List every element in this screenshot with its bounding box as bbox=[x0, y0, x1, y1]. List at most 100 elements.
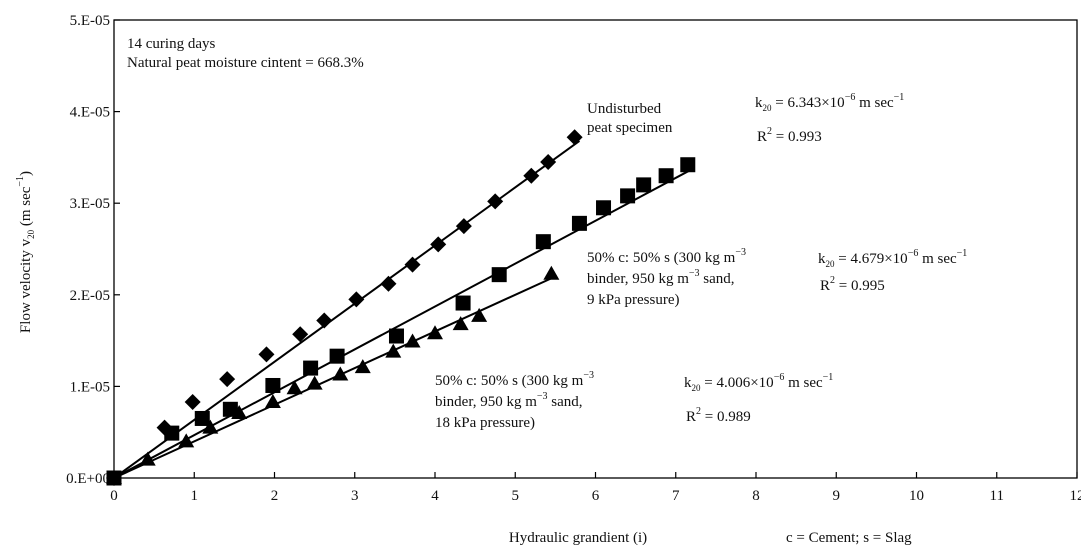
x-tick-label: 3 bbox=[351, 488, 359, 504]
data-point-series-2-square bbox=[265, 377, 281, 393]
data-point-series-3-triangle bbox=[354, 359, 371, 374]
fit-line-series-1 bbox=[113, 140, 581, 479]
data-point-series-1-diamond bbox=[404, 256, 421, 273]
data-point-series-3-triangle bbox=[427, 325, 443, 340]
y-tick-label: 0.E+00 bbox=[66, 471, 110, 487]
data-points bbox=[106, 129, 696, 486]
x-axis: 0 1 2 3 4 5 6 7 8 9 10 11 12 bbox=[110, 472, 1081, 504]
data-point-series-2-square bbox=[455, 295, 471, 311]
data-point-series-3-triangle bbox=[264, 393, 281, 408]
y-axis-title: Flow velocity v20 (m sec−1) bbox=[15, 171, 36, 333]
x-tick-label: 5 bbox=[512, 488, 520, 504]
data-point-series-1-diamond bbox=[292, 326, 309, 343]
data-point-series-3-triangle bbox=[286, 380, 303, 395]
data-point-series-2-square bbox=[329, 348, 345, 364]
data-point-series-2-square bbox=[596, 200, 612, 216]
series-2-r2: R2 = 0.995 bbox=[820, 275, 885, 294]
y-axis-title-close: ) bbox=[18, 171, 34, 176]
data-point-series-3-triangle bbox=[332, 366, 349, 381]
x-tick-label: 0 bbox=[110, 488, 118, 504]
y-axis-title-unit: (m sec bbox=[18, 186, 34, 230]
y-tick-label: 5.E-05 bbox=[70, 13, 110, 29]
x-tick-label: 11 bbox=[990, 488, 1004, 504]
series-1-k-value: k20 = 6.343×10−6 m sec−1 bbox=[755, 92, 904, 113]
y-tick-label: 1.E-05 bbox=[70, 379, 110, 395]
series-3-label-line-1: 50% c: 50% s (300 kg m−3 bbox=[435, 370, 594, 389]
series-3-r2: R2 = 0.989 bbox=[686, 406, 751, 425]
series-2-label-line-3: 9 kPa pressure) bbox=[587, 292, 679, 308]
series-1-label-line-2: peat specimen bbox=[587, 120, 673, 136]
x-axis-title: Hydraulic grandient (i) bbox=[509, 530, 647, 546]
y-tick-label: 2.E-05 bbox=[70, 288, 110, 304]
data-point-series-2-square bbox=[222, 401, 238, 417]
data-point-series-2-square bbox=[636, 177, 652, 193]
data-point-series-1-diamond bbox=[184, 393, 201, 410]
series-3-label-line-2: binder, 950 kg m−3 sand, bbox=[435, 391, 583, 410]
data-point-series-3-triangle bbox=[471, 307, 488, 322]
y-axis: 0.E+00 1.E-05 2.E-05 3.E-05 4.E-05 5.E-05 bbox=[66, 13, 120, 487]
data-point-series-2-square bbox=[303, 360, 319, 376]
x-tick-label: 8 bbox=[752, 488, 760, 504]
data-point-series-1-diamond bbox=[348, 291, 365, 308]
fit-line-series-2 bbox=[113, 168, 693, 479]
footnote: c = Cement; s = Slag bbox=[786, 530, 912, 546]
data-point-series-3-triangle bbox=[385, 343, 402, 358]
y-axis-title-unit-sup: −1 bbox=[15, 176, 26, 187]
series-2-k-value: k20 = 4.679×10−6 m sec−1 bbox=[818, 248, 967, 269]
x-tick-label: 9 bbox=[833, 488, 841, 504]
header-curing-days: 14 curing days bbox=[127, 36, 215, 52]
data-point-series-1-diamond bbox=[566, 129, 583, 146]
series-2-label-line-2: binder, 950 kg m−3 sand, bbox=[587, 268, 735, 287]
series-9kpa-annotations: 50% c: 50% s (300 kg m−3 binder, 950 kg … bbox=[587, 247, 967, 308]
fit-lines bbox=[113, 140, 693, 479]
series-2-label-line-1: 50% c: 50% s (300 kg m−3 bbox=[587, 247, 746, 266]
series-1-r2: R2 = 0.993 bbox=[757, 126, 822, 145]
x-tick-label: 4 bbox=[431, 488, 439, 504]
data-point-series-1-diamond bbox=[455, 218, 472, 235]
data-point-series-3-triangle bbox=[543, 265, 560, 280]
data-point-series-1-diamond bbox=[219, 371, 236, 388]
data-point-series-1-diamond bbox=[540, 153, 557, 170]
series-18kpa-annotations: 50% c: 50% s (300 kg m−3 binder, 950 kg … bbox=[435, 370, 833, 431]
data-point-series-3-triangle bbox=[106, 470, 122, 484]
data-point-series-2-square bbox=[164, 425, 180, 441]
y-tick-label: 3.E-05 bbox=[70, 196, 110, 212]
series-3-k-value: k20 = 4.006×10−6 m sec−1 bbox=[684, 372, 833, 393]
data-point-series-2-square bbox=[680, 157, 696, 173]
y-axis-title-sub: 20 bbox=[26, 229, 36, 239]
data-point-series-3-triangle bbox=[231, 404, 248, 419]
data-point-series-1-diamond bbox=[523, 167, 540, 184]
x-tick-label: 1 bbox=[191, 488, 199, 504]
x-tick-label: 2 bbox=[271, 488, 279, 504]
x-tick-label: 7 bbox=[672, 488, 680, 504]
data-point-series-1-diamond bbox=[430, 236, 447, 253]
data-point-series-2-square bbox=[658, 168, 674, 184]
data-point-series-1-diamond bbox=[258, 346, 275, 363]
y-axis-title-main: Flow velocity v bbox=[18, 238, 34, 333]
y-tick-label: 4.E-05 bbox=[70, 105, 110, 121]
series-undisturbed-annotations: Undisturbed peat specimen k20 = 6.343×10… bbox=[587, 92, 904, 145]
data-point-series-3-triangle bbox=[202, 419, 219, 434]
data-point-series-1-diamond bbox=[380, 275, 397, 292]
x-tick-label: 6 bbox=[592, 488, 600, 504]
plot-frame bbox=[113, 19, 1078, 479]
data-point-series-3-triangle bbox=[452, 316, 469, 331]
data-point-series-2-square bbox=[535, 234, 551, 250]
x-tick-label: 10 bbox=[909, 488, 924, 504]
data-point-series-3-triangle bbox=[139, 451, 156, 466]
data-point-series-1-diamond bbox=[487, 193, 504, 210]
data-point-series-2-square bbox=[388, 328, 404, 344]
data-point-series-2-square bbox=[491, 267, 507, 283]
series-3-label-line-3: 18 kPa pressure) bbox=[435, 415, 535, 431]
data-point-series-1-diamond bbox=[316, 312, 333, 329]
data-point-series-3-triangle bbox=[404, 333, 421, 348]
data-point-series-2-square bbox=[620, 188, 636, 204]
data-point-series-2-square bbox=[194, 410, 210, 426]
data-point-series-3-triangle bbox=[306, 375, 323, 390]
data-point-series-3-triangle bbox=[178, 433, 195, 448]
header-moisture: Natural peat moisture cintent = 668.3% bbox=[127, 55, 364, 71]
series-1-label-line-1: Undisturbed bbox=[587, 101, 662, 117]
x-tick-label: 12 bbox=[1070, 488, 1081, 504]
data-point-series-2-square bbox=[571, 215, 587, 231]
